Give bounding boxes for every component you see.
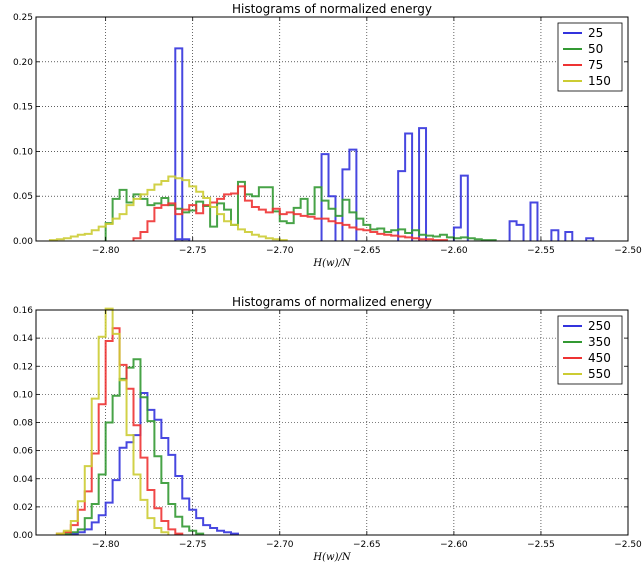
chart-panel-2: −2.80 −2.75 −2.70 −2.65 −2.60 −2.55 −2.50 0.00 0… bbox=[13, 295, 642, 563]
legend-label-250: 250 bbox=[588, 319, 611, 333]
y-tick-label: 0.20 bbox=[13, 58, 33, 68]
series-75-histogram bbox=[132, 185, 448, 242]
legend: 25 50 75 150 bbox=[557, 22, 623, 92]
y-tick-label: 0.05 bbox=[13, 192, 33, 202]
y-tick-label: 0.15 bbox=[13, 103, 33, 113]
series-150-histogram bbox=[48, 175, 288, 242]
chart-title: Histograms of normalized energy bbox=[232, 295, 432, 309]
y-tick-label: 0.25 bbox=[13, 13, 33, 23]
x-tick-label: −2.60 bbox=[440, 540, 468, 550]
y-tick-label: 0.16 bbox=[13, 306, 33, 316]
y-tick-label: 0.14 bbox=[13, 334, 33, 344]
y-tick-label: 0.00 bbox=[13, 237, 33, 247]
x-tick-label: −2.70 bbox=[266, 246, 294, 256]
y-tick-label: 0.02 bbox=[13, 503, 33, 513]
x-tick-label: −2.80 bbox=[92, 246, 120, 256]
legend-label-350: 350 bbox=[588, 335, 611, 349]
x-tick-label: −2.80 bbox=[92, 540, 120, 550]
plot-area bbox=[36, 17, 628, 241]
series-250-histogram bbox=[69, 391, 239, 535]
y-tick-label: 0.06 bbox=[13, 447, 33, 457]
series-550-histogram bbox=[55, 307, 170, 535]
series-50-histogram bbox=[104, 180, 497, 242]
x-tick-label: −2.60 bbox=[440, 246, 468, 256]
legend: 250 350 450 550 bbox=[557, 315, 623, 385]
legend-label-50: 50 bbox=[588, 42, 603, 56]
x-tick-label: −2.50 bbox=[614, 540, 642, 550]
x-tick-label: −2.65 bbox=[353, 540, 381, 550]
y-tick-label: 0.10 bbox=[13, 147, 33, 157]
x-tick-label: −2.50 bbox=[614, 246, 642, 256]
legend-label-150: 150 bbox=[588, 74, 611, 88]
legend-label-75: 75 bbox=[588, 58, 603, 72]
legend-label-550: 550 bbox=[588, 367, 611, 381]
series-350-histogram bbox=[62, 358, 205, 535]
x-tick-label: −2.55 bbox=[527, 540, 555, 550]
y-tick-label: 0.04 bbox=[13, 475, 33, 485]
x-axis-label: H(w)/N bbox=[312, 552, 351, 563]
legend-label-25: 25 bbox=[588, 26, 603, 40]
legend-box bbox=[557, 22, 623, 92]
axes-frame bbox=[35, 16, 629, 242]
y-tick-label: 0.00 bbox=[13, 531, 33, 541]
legend-label-450: 450 bbox=[588, 351, 611, 365]
legend-box bbox=[557, 315, 623, 385]
x-tick-label: −2.70 bbox=[266, 540, 294, 550]
x-tick-label: −2.65 bbox=[353, 246, 381, 256]
y-tick-label: 0.12 bbox=[13, 362, 33, 372]
x-tick-label: −2.75 bbox=[179, 246, 207, 256]
plot-area bbox=[36, 310, 628, 535]
y-tick-label: 0.08 bbox=[13, 419, 33, 429]
x-tick-label: −2.55 bbox=[527, 246, 555, 256]
chart-title: Histograms of normalized energy bbox=[232, 2, 432, 16]
x-axis-label: H(w)/N bbox=[312, 258, 351, 269]
chart-panel-1: −2.80 −2.75 −2.70 −2.65 −2.60 −2.55 −2.50 0.00 0… bbox=[13, 2, 642, 269]
x-tick-label: −2.75 bbox=[179, 540, 207, 550]
series-25-histogram bbox=[174, 47, 595, 241]
y-tick-label: 0.10 bbox=[13, 390, 33, 400]
